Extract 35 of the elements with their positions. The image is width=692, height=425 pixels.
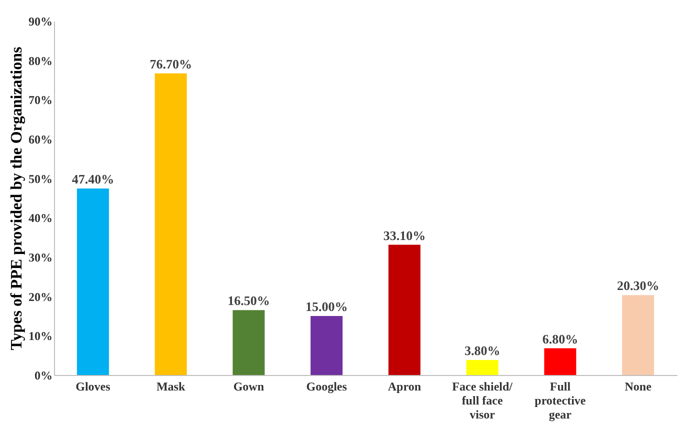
- x-tick-label: Face shield/ full face visor: [452, 380, 514, 422]
- y-tick-label: 70%: [28, 93, 52, 108]
- data-label: 16.50%: [228, 293, 270, 308]
- y-tick-label: 60%: [28, 132, 52, 146]
- x-tick-label: None: [624, 380, 652, 394]
- bar: [388, 244, 420, 375]
- bar: [544, 348, 576, 375]
- data-label: 3.80%: [464, 343, 500, 358]
- y-tick-label: 30%: [28, 250, 52, 264]
- y-tick-label: 20%: [28, 290, 52, 304]
- data-label: 76.70%: [150, 56, 192, 72]
- y-tick-label: 40%: [28, 211, 52, 226]
- x-tick-label: Gloves: [76, 380, 111, 394]
- data-label: 20.30%: [616, 278, 660, 294]
- bar: [310, 316, 343, 375]
- data-label: 6.80%: [542, 331, 578, 346]
- bar: [622, 295, 654, 375]
- y-tick-label: 50%: [28, 172, 52, 186]
- data-label: 33.10%: [383, 228, 426, 243]
- bar: [466, 360, 498, 375]
- bar: [232, 310, 265, 375]
- x-tick-label: Gown: [233, 380, 264, 394]
- data-label: 47.40%: [72, 172, 114, 187]
- y-tick-label: 90%: [28, 14, 52, 28]
- data-label: 15.00%: [305, 299, 348, 314]
- x-tick-label: Apron: [388, 380, 422, 394]
- y-axis-title: Types of PPE provided by the Organizations: [8, 46, 26, 350]
- y-tick-label: 0%: [34, 368, 52, 382]
- x-tick-label: Googles: [306, 380, 348, 394]
- x-tick-label: Mask: [156, 380, 186, 394]
- x-tick-label: Full protective gear: [534, 380, 586, 422]
- bar: [154, 73, 187, 375]
- y-tick-label: 80%: [28, 54, 52, 68]
- y-tick-label: 10%: [28, 329, 52, 344]
- bar: [76, 188, 109, 375]
